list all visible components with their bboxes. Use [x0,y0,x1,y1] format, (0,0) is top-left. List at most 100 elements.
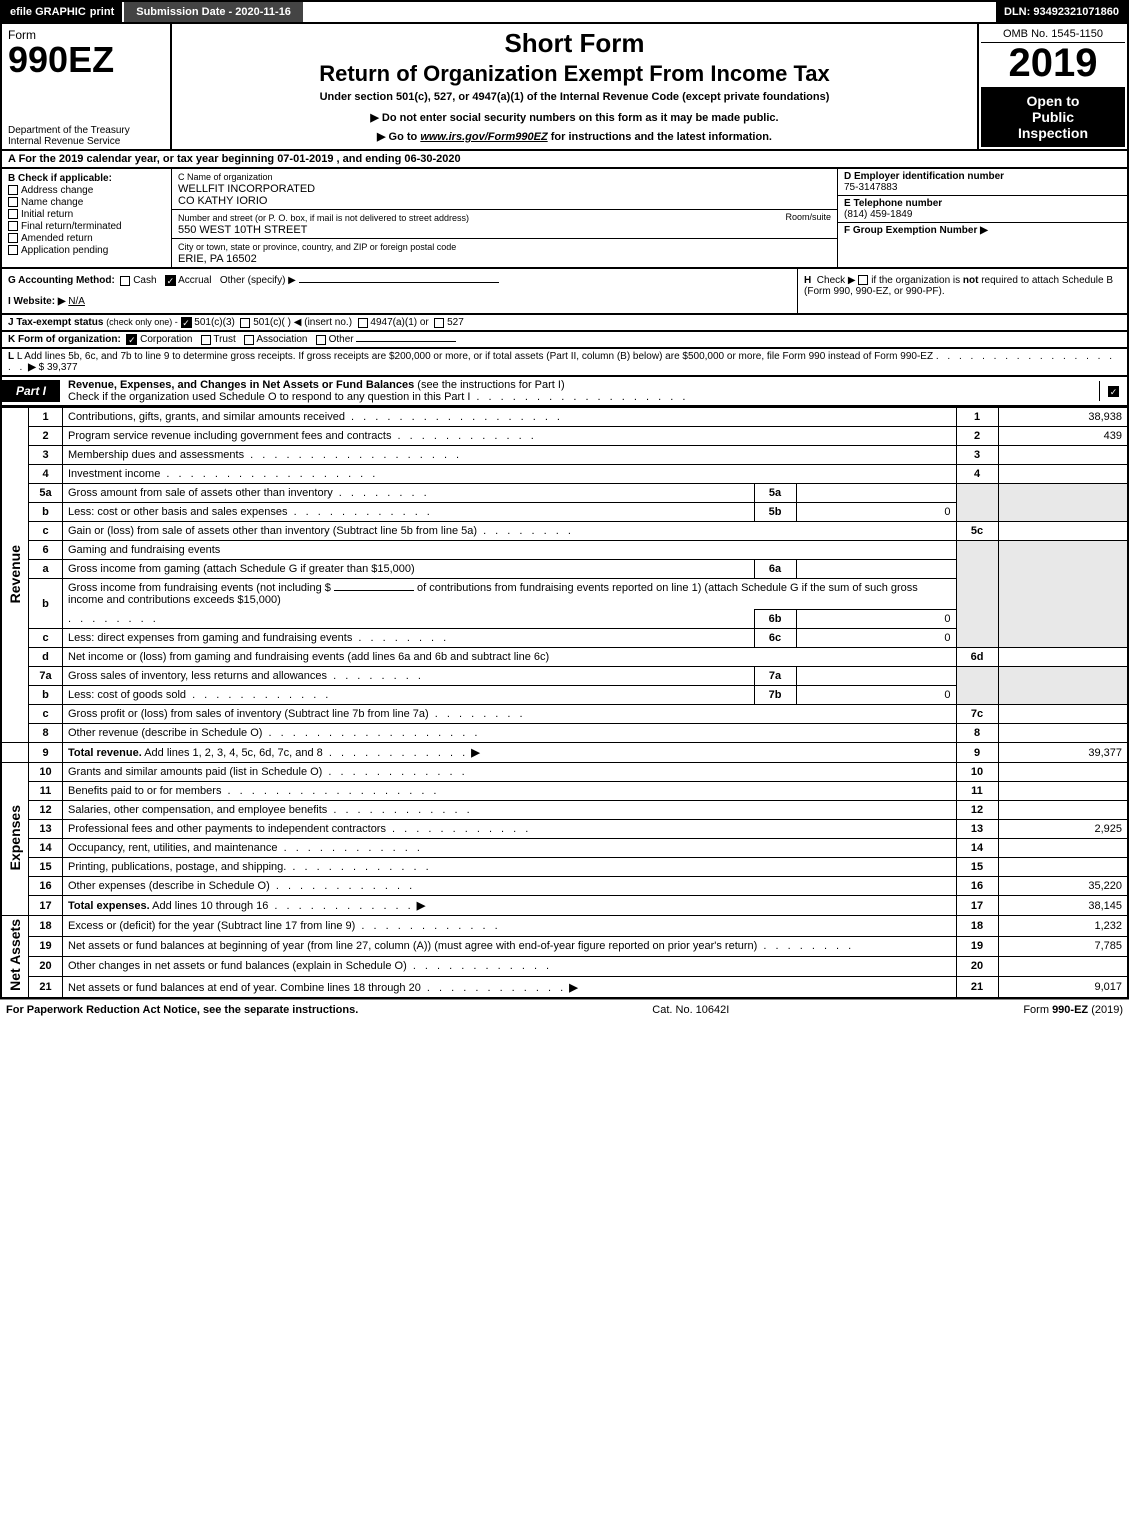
line-6b-contrib-field[interactable] [334,590,414,591]
part-1-check-cell: ✓ [1099,381,1127,401]
line-1-no: 1 [29,408,63,427]
footer-form-no: 990-EZ [1052,1004,1088,1016]
line-5a-desc-text: Gross amount from sale of assets other t… [68,487,333,499]
line-5c-val [998,522,1128,541]
line-4-desc-text: Investment income [68,468,160,480]
box-g-and-i: G Accounting Method: Cash ✓ Accrual Othe… [2,269,797,313]
final-return-label: Final return/terminated [21,221,122,232]
box-j: J Tax-exempt status (check only one) - ✓… [0,315,1129,332]
line-13-col: 13 [956,820,998,839]
line-6d-no: d [29,648,63,667]
checkbox-501c3[interactable]: ✓ [181,317,192,328]
line-17-arrow: ▶ [417,900,425,912]
open-line3: Inspection [1018,125,1088,141]
line-9-row: 9 Total revenue. Add lines 1, 2, 3, 4, 5… [1,743,1128,763]
revenue-label-text: Revenue [7,545,23,603]
org-name: WELLFIT INCORPORATED [178,183,315,195]
checkbox-other-org[interactable] [316,335,326,345]
checkbox-501c[interactable] [240,318,250,328]
line-7a-mid: 7a [754,667,796,686]
checkbox-association[interactable] [244,335,254,345]
line-17-desc-bold: Total expenses. [68,900,150,912]
line-5c-col: 5c [956,522,998,541]
line-18-desc: Excess or (deficit) for the year (Subtra… [63,916,957,936]
street-label: Number and street (or P. O. box, if mail… [178,213,469,223]
line-14-desc: Occupancy, rent, utilities, and maintena… [63,839,957,858]
checkbox-application-pending[interactable] [8,245,18,255]
line-5a-desc: Gross amount from sale of assets other t… [63,484,755,503]
box-d: D Employer identification number 75-3147… [838,169,1127,196]
line-11-row: 11 Benefits paid to or for members 11 [1,782,1128,801]
accounting-method-label: G Accounting Method: [8,275,115,286]
line-6c-no: c [29,629,63,648]
line-6a-desc: Gross income from gaming (attach Schedul… [63,560,755,579]
line-18-no: 18 [29,916,63,936]
line-14-dots [278,842,423,854]
line-14-no: 14 [29,839,63,858]
line-18-desc-text: Excess or (deficit) for the year (Subtra… [68,920,355,932]
print-link[interactable]: print [90,6,114,18]
checkbox-amended-return[interactable] [8,233,18,243]
line-1-val: 38,938 [998,408,1128,427]
line-5ab-col-shaded [956,484,998,522]
checkbox-4947[interactable] [358,318,368,328]
checkbox-corporation[interactable]: ✓ [126,334,137,345]
line-3-col: 3 [956,446,998,465]
line-15-row: 15 Printing, publications, postage, and … [1,858,1128,877]
revenue-side-end [1,743,29,763]
line-2-col: 2 [956,427,998,446]
line-13-val: 2,925 [998,820,1128,839]
line-11-desc-text: Benefits paid to or for members [68,785,221,797]
box-k: K Form of organization: ✓ Corporation Tr… [0,332,1129,349]
footer-year: (2019) [1088,1004,1123,1016]
checkbox-trust[interactable] [201,335,211,345]
checkbox-accrual[interactable]: ✓ [165,275,176,286]
line-12-desc: Salaries, other compensation, and employ… [63,801,957,820]
line-9-val: 39,377 [998,743,1128,763]
line-16-no: 16 [29,877,63,896]
line-8-desc: Other revenue (describe in Schedule O) [63,724,957,743]
line-5c-dots [477,525,574,537]
open-line2: Public [1032,109,1074,125]
line-5c-row: c Gain or (loss) from sale of assets oth… [1,522,1128,541]
go-to-pre: ▶ Go to [377,131,420,143]
checkbox-schedule-o-used[interactable]: ✓ [1108,386,1119,397]
other-method-field[interactable] [299,282,499,283]
line-4-val [998,465,1128,484]
line-2-row: 2 Program service revenue including gove… [1,427,1128,446]
gh-block: G Accounting Method: Cash ✓ Accrual Othe… [0,269,1129,315]
line-2-val: 439 [998,427,1128,446]
line-5c-no: c [29,522,63,541]
line-7a-desc-text: Gross sales of inventory, less returns a… [68,670,327,682]
line-11-val [998,782,1128,801]
line-13-no: 13 [29,820,63,839]
line-6d-col: 6d [956,648,998,667]
line-16-row: 16 Other expenses (describe in Schedule … [1,877,1128,896]
name-label: C Name of organization [178,172,273,182]
checkbox-initial-return[interactable] [8,209,18,219]
line-6-no: 6 [29,541,63,560]
street-row: Number and street (or P. O. box, if mail… [172,210,837,239]
checkbox-schedule-b-not-required[interactable] [858,275,868,285]
line-7c-desc-text: Gross profit or (loss) from sales of inv… [68,708,429,720]
line-6d-val [998,648,1128,667]
527-label: 527 [447,317,464,328]
irs-link[interactable]: www.irs.gov/Form990EZ [420,131,547,143]
line-3-desc: Membership dues and assessments [63,446,957,465]
checkbox-cash[interactable] [120,276,130,286]
short-form-title: Short Form [176,28,973,59]
other-org-field[interactable] [356,341,456,342]
line-9-col: 9 [956,743,998,763]
line-5b-mid: 5b [754,503,796,522]
line-7a-no: 7a [29,667,63,686]
form-of-org-label: K Form of organization: [8,334,121,345]
checkbox-final-return[interactable] [8,221,18,231]
line-17-dots [268,900,413,912]
checkbox-527[interactable] [434,318,444,328]
city-label: City or town, state or province, country… [178,242,456,252]
checkbox-name-change[interactable] [8,197,18,207]
part-1-subtext: Check if the organization used Schedule … [68,391,470,403]
cash-label: Cash [133,275,156,286]
checkbox-address-change[interactable] [8,185,18,195]
line-20-row: 20 Other changes in net assets or fund b… [1,956,1128,976]
